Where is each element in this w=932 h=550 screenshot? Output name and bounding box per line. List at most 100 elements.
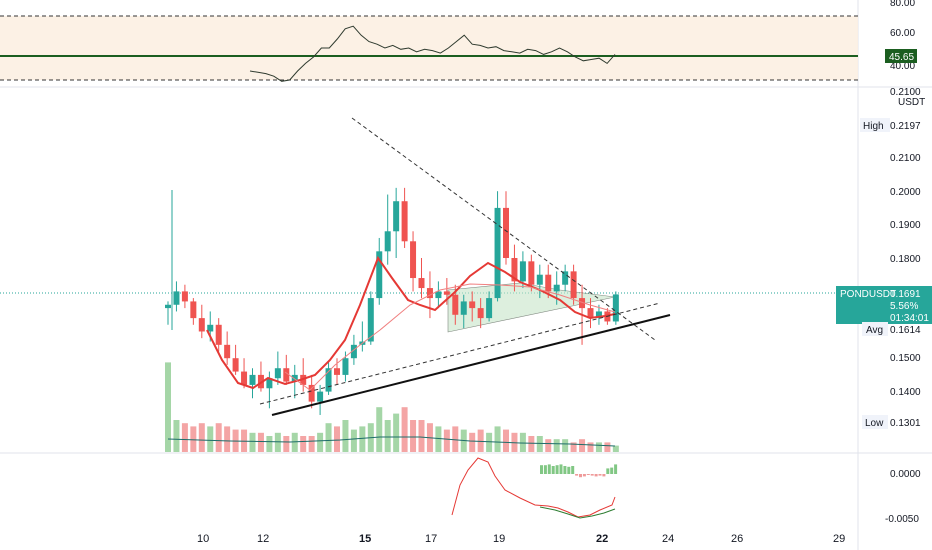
ascending-dashed-trendline [259, 302, 661, 405]
volume-bar [283, 436, 290, 452]
candle-body [519, 261, 526, 282]
rsi-axis: 80.00 60.00 40.00 45.65 [885, 0, 917, 72]
volume-bar [469, 432, 476, 452]
candle-body [435, 291, 442, 299]
candle-body [511, 258, 518, 282]
histogram-bar [582, 474, 586, 477]
x-tick-24: 24 [662, 533, 674, 545]
high-label-box [860, 118, 890, 132]
volume-bar [198, 423, 205, 452]
candle-body [224, 344, 231, 359]
x-tick-19: 19 [493, 533, 505, 545]
volume-bar [165, 362, 171, 452]
volume-bar [291, 432, 298, 452]
candle-body [536, 274, 543, 285]
volume-bar [173, 420, 180, 452]
x-tick-17: 17 [425, 533, 437, 545]
histogram-bar [610, 467, 614, 474]
histogram-bar [547, 464, 551, 474]
candle-body [503, 207, 509, 258]
osc-tick-neg: -0.0050 [885, 514, 919, 525]
histogram-bar [567, 466, 571, 474]
osc-tick-0: 0.0000 [890, 469, 921, 480]
candle-body [494, 207, 501, 299]
volume-bar [334, 426, 340, 452]
candle-body [376, 251, 383, 299]
candle-body [367, 298, 374, 342]
candle-body [190, 301, 197, 319]
candle-body [426, 288, 433, 299]
price-tick-0.2100: 0.2100 [890, 153, 921, 164]
volume-bar [579, 439, 586, 452]
candle-body [342, 358, 349, 375]
histogram-bar [575, 474, 579, 476]
low-value: 0.1301 [890, 418, 921, 429]
volume-bar [570, 442, 577, 452]
histogram-bar [543, 465, 547, 474]
price-tick-0.1500: 0.1500 [890, 353, 921, 364]
volume-bar [410, 420, 417, 452]
candle-body [384, 231, 391, 252]
volume-bar [376, 407, 383, 452]
volume-bar [317, 432, 324, 452]
candle-body [595, 311, 602, 319]
price-tick-0.2000: 0.2000 [890, 187, 921, 198]
volume-bar [384, 420, 391, 452]
candle-body [528, 261, 535, 285]
histogram-bar [559, 464, 563, 474]
candle-body [410, 241, 417, 279]
last-price-value: 0.1691 [890, 289, 921, 300]
price-tick-0.1900: 0.1900 [890, 220, 921, 231]
volume-ma-line [167, 436, 616, 447]
candle-body [308, 384, 315, 402]
x-tick-10: 10 [197, 533, 209, 545]
candle-body [165, 304, 171, 309]
volume-bar [325, 423, 332, 452]
candle-body [579, 298, 586, 309]
candle-body [241, 371, 248, 385]
x-tick-29: 29 [833, 533, 845, 545]
histogram-bar [590, 474, 594, 476]
volume-bar [181, 423, 188, 452]
candle-body [562, 271, 569, 285]
candle-body [469, 301, 476, 309]
candle-body [477, 308, 484, 319]
macd-line [451, 457, 616, 518]
volume-bar [477, 429, 484, 452]
volume-bar [494, 426, 501, 452]
candles [165, 187, 619, 415]
low-label: Low [865, 418, 884, 429]
rsi-tick-40: 40.00 [890, 61, 915, 72]
volume-bar [350, 429, 357, 452]
price-tick-top-partial: 0.2100 [890, 87, 921, 98]
ema-fast-line [206, 255, 616, 390]
rsi-current-value: 45.65 [889, 52, 914, 63]
x-tick-22: 22 [596, 533, 608, 545]
volume-bar [553, 439, 560, 452]
volume-bar [300, 436, 307, 452]
candle-body [181, 291, 188, 302]
candle-body [325, 368, 332, 392]
candle-body [249, 374, 256, 385]
candle-body [283, 368, 290, 382]
rsi-line [249, 25, 616, 82]
candle-body [215, 324, 222, 345]
volume-bar [274, 432, 281, 452]
volume-bar [443, 429, 450, 452]
candle-body [587, 308, 594, 319]
candle-body [612, 294, 619, 322]
volume-bar [418, 420, 425, 452]
volume-bar [486, 432, 493, 452]
volume-bar [249, 432, 256, 452]
signal-line [539, 506, 616, 519]
price-axis: 0.2100 USDT 0.2100 0.2000 0.1900 0.1800 … [836, 87, 932, 429]
volume-bar [308, 436, 315, 452]
histogram-bar [551, 466, 555, 474]
volume-bar [587, 442, 594, 452]
histogram-bar [579, 474, 582, 478]
avg-label: Avg [866, 325, 883, 336]
volume-bar [224, 426, 231, 452]
volume-bar [519, 432, 526, 452]
